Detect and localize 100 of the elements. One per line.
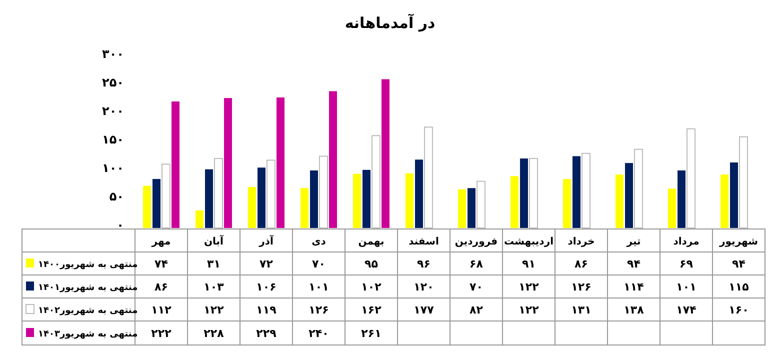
bar: [415, 160, 423, 228]
bar: [458, 189, 466, 228]
data-label: ۱۱۲: [151, 304, 172, 316]
data-label: ۹۴: [732, 258, 746, 270]
data-label: ۶۸: [470, 258, 484, 270]
x-tick-label: اسفند: [408, 236, 439, 248]
data-label: ۱۳۱: [571, 304, 592, 316]
data-label: ۸۶: [574, 258, 588, 270]
data-label: ۲۲۲: [151, 327, 172, 340]
y-tick-label: ۲۰۰: [102, 104, 124, 118]
legend-label: منتهی به شهریور۱۴۰۲: [38, 306, 138, 316]
data-label: ۷۰: [312, 258, 326, 270]
data-label: ۱۲۰: [414, 280, 434, 294]
bar: [582, 152, 590, 228]
data-label: ۷۲: [260, 258, 274, 270]
bar: [625, 163, 633, 228]
bar: [353, 174, 361, 228]
data-label: ۲۲۹: [256, 327, 277, 340]
x-tick-label: تیر: [626, 236, 642, 248]
x-tick-label: مهر: [150, 236, 171, 248]
bar: [720, 174, 728, 228]
bar: [224, 98, 232, 228]
data-label: ۸۲: [470, 304, 484, 316]
x-tick-label: آبان: [204, 234, 224, 248]
bar: [372, 135, 380, 228]
bar: [172, 101, 180, 228]
bar: [476, 180, 486, 228]
bar: [520, 158, 528, 228]
y-tick-label: ۵۰: [109, 190, 124, 204]
bar: [616, 174, 624, 228]
bar: [678, 170, 686, 228]
data-label: ۲۲۸: [204, 327, 224, 340]
data-label: ۹۱: [522, 258, 536, 270]
data-label: ۷۴: [154, 258, 168, 270]
y-tick-label: ۲۵۰: [102, 76, 124, 90]
x-tick-label: مرداد: [673, 236, 700, 248]
bar: [205, 169, 213, 228]
data-label: ۱۰۱: [308, 280, 329, 294]
data-label: ۹۵: [364, 258, 378, 270]
bar: [424, 126, 433, 228]
chart-title: در آمدماهانه: [344, 13, 436, 32]
legend-label: منتهی به شهریور۱۴۰۰: [38, 260, 138, 270]
data-label: ۱۰۲: [361, 280, 382, 294]
bar: [300, 188, 308, 228]
bar: [406, 173, 414, 228]
data-label: ۷۰: [470, 280, 483, 294]
data-label: ۸۶: [154, 280, 168, 294]
bar: [362, 170, 370, 228]
x-tick-label: خرداد: [568, 236, 595, 248]
data-label: ۱۱۴: [624, 280, 644, 294]
x-tick-label: بهمن: [358, 236, 384, 248]
y-tick-label: ۱۵۰: [102, 132, 124, 146]
data-label: ۱۶۲: [361, 304, 382, 316]
data-label: ۱۶۰: [728, 304, 749, 316]
data-label: ۱۱۵: [728, 280, 750, 294]
bar: [730, 162, 738, 228]
bar: [162, 164, 170, 228]
bar: [258, 168, 266, 228]
y-tick-label: ۰: [116, 218, 124, 232]
bar: [214, 158, 223, 228]
bar: [563, 178, 571, 228]
bar: [196, 210, 204, 228]
bar: [510, 176, 518, 228]
data-label: ۲۶۱: [361, 327, 382, 340]
bar: [686, 128, 696, 228]
bar: [310, 170, 318, 228]
data-label: ۱۳۸: [624, 304, 644, 316]
x-tick-label: اردیبهشت: [504, 236, 554, 248]
bar: [739, 136, 748, 228]
data-label: ۱۲۲: [518, 304, 540, 316]
bar: [266, 160, 276, 228]
bar: [468, 188, 476, 228]
data-label: ۱۲۶: [308, 304, 329, 316]
data-label: ۶۹: [680, 258, 694, 270]
data-label: ۱۱۹: [256, 304, 277, 316]
legend-label: منتهی به شهریور۱۴۰۳: [38, 330, 138, 340]
bar: [276, 97, 284, 228]
data-label: ۱۰۱: [676, 280, 696, 294]
x-tick-label: فروردین: [454, 236, 498, 248]
y-tick-label: ۱۰۰: [102, 161, 124, 175]
bar: [143, 186, 151, 228]
bar: [572, 156, 580, 228]
y-tick-label: ۳۰۰: [102, 47, 124, 61]
data-label: ۱۰۳: [204, 280, 224, 294]
data-label: ۱۲۶: [571, 280, 592, 294]
legend-label: منتهی به شهریور۱۴۰۱: [38, 283, 138, 293]
bar: [634, 148, 643, 228]
bar: [319, 156, 328, 228]
data-label: ۱۷۷: [414, 304, 434, 316]
bar: [329, 91, 337, 228]
x-tick-label: دی: [312, 236, 326, 248]
bar: [668, 188, 676, 228]
data-label: ۳۱: [207, 258, 220, 270]
bar: [529, 158, 538, 228]
data-label: ۲۴۰: [308, 327, 329, 340]
data-label: ۱۷۴: [676, 304, 697, 316]
bar: [152, 178, 160, 228]
bar: [248, 186, 256, 228]
data-label: ۱۲۲: [518, 280, 540, 294]
data-label: ۱۲۲: [204, 304, 224, 316]
